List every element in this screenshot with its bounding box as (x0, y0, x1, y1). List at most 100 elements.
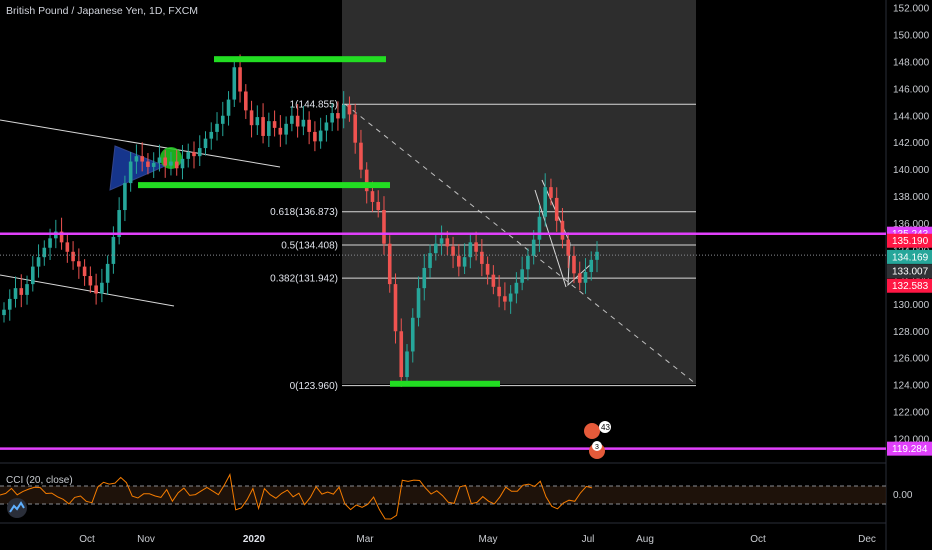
candle-body (82, 266, 87, 277)
candle-body (330, 113, 334, 123)
y-tick-label: 142.000 (893, 138, 930, 149)
candle-body (186, 152, 191, 159)
candle-body (503, 296, 507, 302)
y-tick-label: 122.000 (893, 408, 930, 419)
candle-body (220, 115, 225, 124)
candle-body (255, 117, 260, 126)
price-badge-label: 132.583 (892, 281, 929, 292)
chart-title: British Pound / Japanese Yen, 1D, FXCM (6, 5, 198, 17)
candle-body (376, 201, 381, 211)
candle-body (71, 251, 75, 262)
candle-body (566, 239, 571, 256)
y-tick-label: 138.000 (893, 192, 930, 203)
candle-body (261, 117, 265, 136)
candle-body (485, 263, 490, 275)
candle-body (146, 161, 150, 167)
candle-body (140, 156, 144, 162)
candle-body (134, 156, 139, 162)
candle-body (399, 331, 404, 378)
event-flag-icon (592, 441, 602, 451)
price-badge-label: 119.284 (892, 444, 928, 455)
cci-value-label: 0.00 (893, 490, 913, 501)
candle-body (163, 157, 168, 166)
candle-body (301, 119, 306, 127)
tradingview-logo[interactable] (7, 498, 27, 518)
y-tick-label: 120.000 (893, 435, 930, 446)
candle-body (543, 187, 547, 217)
candle-body (480, 251, 484, 264)
candle-layer (2, 54, 599, 387)
x-tick-label: Mar (356, 534, 374, 545)
price-badge (887, 264, 932, 279)
price-badge (887, 249, 932, 264)
candle-body (295, 115, 300, 127)
fib-diagonal (344, 103, 697, 385)
candle-body (290, 115, 294, 124)
trend-line-upper (0, 119, 281, 168)
candle-body (353, 114, 357, 143)
y-tick-label: 126.000 (893, 354, 930, 365)
candle-body (370, 191, 375, 202)
candle-body (151, 162, 156, 167)
candle-body (2, 309, 6, 316)
fib-level-label: 1(144.855) (290, 100, 338, 111)
event-markers[interactable]: 43 3 (584, 421, 611, 459)
candle-body (174, 161, 179, 169)
y-tick-label: 148.000 (893, 57, 930, 68)
candle-body (36, 257, 41, 267)
candle-body (77, 261, 81, 267)
candle-body (13, 288, 18, 299)
x-tick-label: Nov (137, 534, 155, 545)
candle-body (583, 271, 588, 283)
cci-band (0, 486, 886, 504)
candle-body (554, 197, 559, 221)
candle-body (457, 255, 461, 267)
support-resistance-zone (390, 380, 500, 387)
support-resistance-zone (138, 182, 390, 189)
candle-body (25, 284, 29, 295)
candle-body (526, 255, 530, 270)
candle-body (209, 131, 214, 139)
event-count: 3 (595, 444, 599, 451)
y-tick-label: 132.000 (893, 273, 930, 284)
candle-body (560, 220, 565, 240)
x-tick-label: May (479, 534, 498, 545)
candle-body (468, 242, 473, 258)
candle-body (336, 113, 340, 119)
candle-body (226, 99, 231, 116)
candle-body (364, 169, 369, 192)
time-axis[interactable]: Oct Nov 2020 Mar May Jul Aug Oct Dec (79, 534, 876, 545)
candle-body (192, 152, 196, 157)
cci-pane[interactable]: CCI (20, close) 0.00 (0, 473, 913, 520)
candle-body (7, 298, 12, 310)
x-tick-label: Aug (636, 534, 654, 545)
candle-body (30, 266, 35, 285)
candle-body (100, 282, 104, 294)
candle-body (433, 243, 438, 254)
candle-body (445, 238, 450, 247)
y-tick-label: 128.000 (893, 327, 930, 338)
event-flag-icon (584, 423, 600, 439)
candle-body (520, 269, 524, 283)
candle-body (284, 123, 288, 135)
price-badge (887, 441, 932, 456)
candle-body (313, 131, 317, 142)
candle-body (577, 273, 582, 283)
y-tick-label: 124.000 (893, 381, 930, 392)
candle-body (410, 317, 415, 352)
candle-body (549, 187, 553, 198)
candle-body (54, 231, 58, 239)
y-tick-label: 146.000 (893, 84, 930, 95)
candle-body (65, 242, 70, 252)
candle-body (572, 255, 576, 274)
candle-body (324, 122, 329, 131)
candle-body (537, 216, 542, 240)
support-resistance-zone (214, 56, 386, 63)
trend-line-lower (0, 274, 175, 307)
candle-body (474, 242, 478, 252)
candle-body (439, 238, 444, 244)
event-flag-icon (599, 421, 611, 433)
price-badge-label: 133.007 (892, 267, 929, 278)
y-tick-label: 136.000 (893, 219, 930, 230)
